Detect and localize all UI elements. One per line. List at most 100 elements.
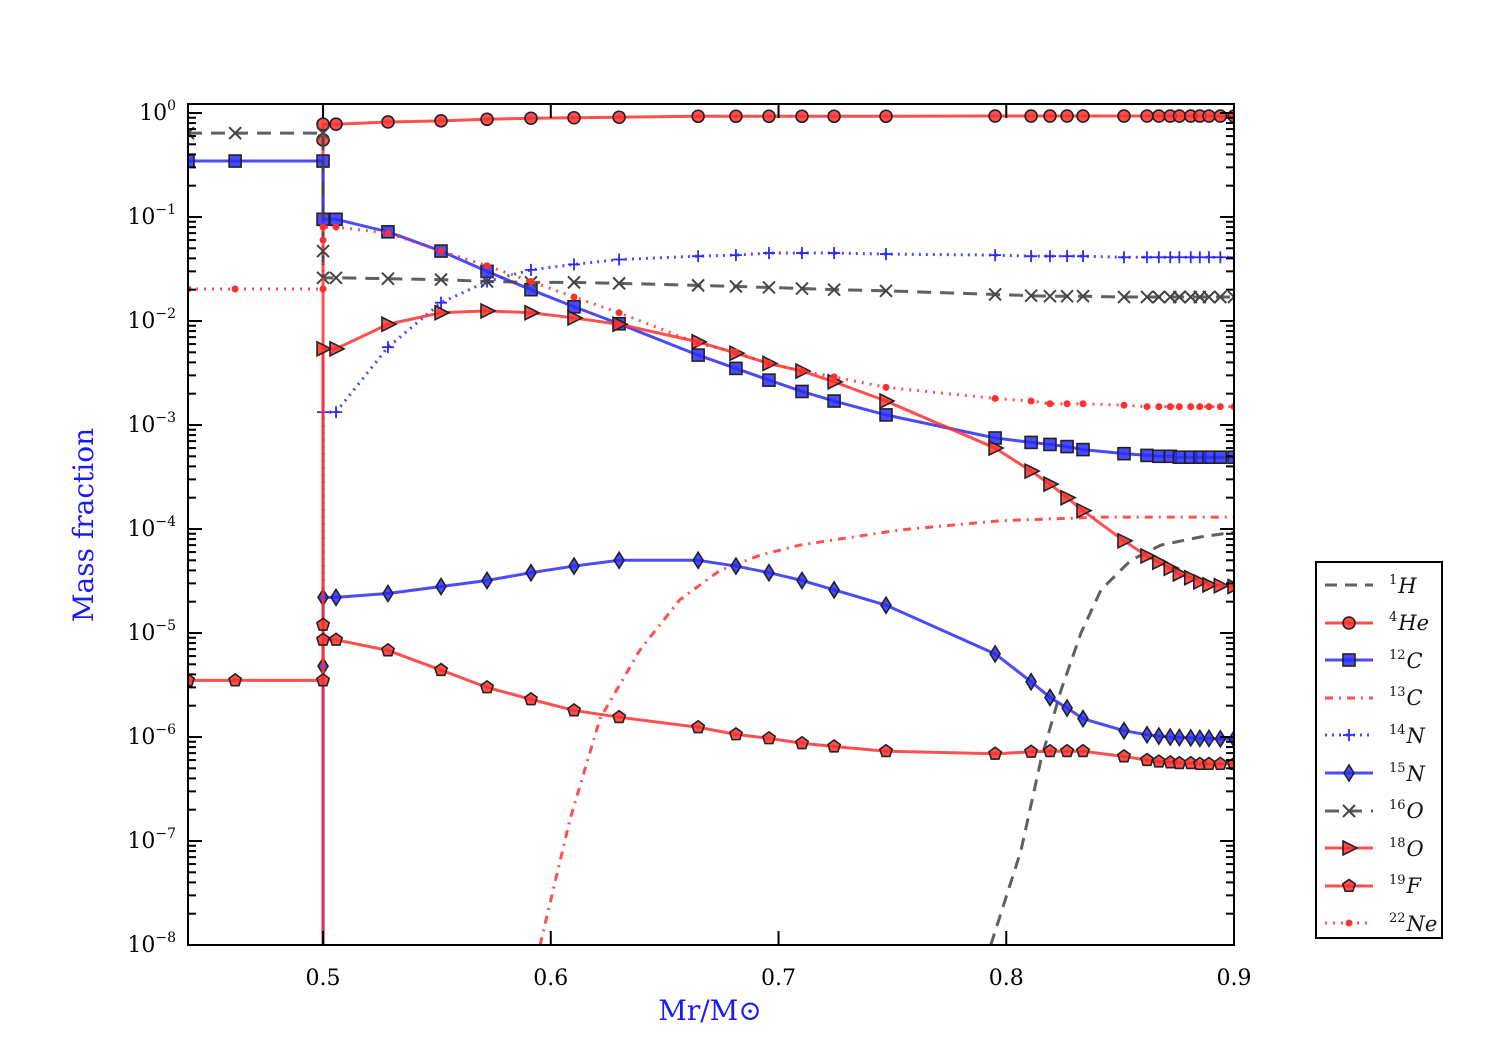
- series-22ne-point: [615, 309, 623, 317]
- y-tick-label: 10−1: [127, 202, 176, 230]
- series-4he-point: [316, 117, 330, 132]
- series-19f-point: [1151, 754, 1166, 768]
- y-tick-exponent: −3: [155, 410, 176, 426]
- legend-label: 15N: [1389, 761, 1425, 786]
- legend-symbol: O: [1406, 836, 1424, 861]
- legend-entry-4he: 4He: [1323, 605, 1429, 641]
- y-tick-exponent: −1: [155, 202, 176, 218]
- series-22ne-point: [1027, 397, 1035, 405]
- series-22ne-point: [1143, 403, 1151, 411]
- series-22ne-point: [765, 360, 773, 368]
- legend-swatch: [1325, 878, 1373, 892]
- series-16o-point: [1152, 290, 1166, 304]
- series-19f-point: [315, 632, 331, 646]
- series-14n-point: [1141, 251, 1153, 264]
- series-19f-point: [315, 672, 331, 687]
- series-14n-point: [989, 249, 1002, 262]
- y-tick-label: 10−7: [127, 826, 176, 854]
- series-19f-point: [315, 617, 331, 631]
- series-16o-point: [691, 278, 705, 293]
- series-14n-point: [381, 341, 394, 354]
- legend-swatch: [1325, 839, 1373, 857]
- series-15n-point: [1061, 698, 1074, 718]
- legend-mass-number: 12: [1389, 647, 1406, 663]
- legend-entry-16o: 16O: [1323, 793, 1424, 829]
- series-16o-point: [762, 280, 776, 295]
- series-16o-point: [827, 282, 841, 297]
- series-15n-point: [1214, 729, 1227, 749]
- y-tick-exponent: −8: [155, 930, 176, 946]
- series-4he-point: [795, 109, 809, 124]
- legend-swatch: [1325, 763, 1373, 783]
- legend-swatch-marker: [1343, 763, 1355, 783]
- y-tick-base: 10: [127, 725, 155, 750]
- series-22ne-point: [991, 394, 999, 402]
- series-12c: [188, 154, 1234, 465]
- series-15n-point: [729, 556, 742, 576]
- series-4he-point: [1172, 109, 1187, 123]
- y-tick-exponent: 0: [167, 98, 176, 114]
- series-15n-point: [1118, 721, 1130, 741]
- series-16o-point: [1140, 290, 1154, 304]
- series-12c-point: [188, 154, 195, 168]
- legend-swatch-marker: [1342, 615, 1356, 630]
- series-22ne: [188, 223, 1234, 411]
- series-4he-point: [480, 112, 494, 127]
- series-16o-point: [1076, 289, 1090, 303]
- series-22ne-point: [1205, 403, 1213, 411]
- series-19f-point: [611, 709, 627, 724]
- series-14n-point: [762, 247, 775, 260]
- series-4he-point: [434, 114, 448, 128]
- series-16o-point: [316, 244, 330, 258]
- series-14n-point: [1025, 250, 1038, 263]
- series-19f-point: [523, 691, 539, 706]
- series-4he-point: [729, 109, 743, 124]
- series-12c-point: [1024, 435, 1038, 450]
- series-22ne-point: [437, 247, 445, 255]
- legend-mass-number: 22: [1389, 910, 1406, 926]
- series-4he-point: [1024, 109, 1038, 123]
- series-4he-point: [1043, 109, 1057, 123]
- series-15n-point: [435, 576, 447, 596]
- legend-swatch: [1325, 653, 1373, 667]
- series-15n: [317, 550, 1234, 945]
- legend-swatch-marker: [1341, 878, 1357, 892]
- series-16o-point: [1202, 290, 1216, 304]
- series-19f-point: [188, 672, 196, 687]
- legend-mass-number: 1: [1389, 572, 1398, 588]
- series-18o-point: [1043, 475, 1060, 493]
- series-18o-point: [612, 315, 629, 333]
- legend-mass-number: 4: [1389, 610, 1398, 626]
- series-12c-point: [1076, 442, 1090, 457]
- series-15n-point: [828, 580, 841, 600]
- legend-label: 19F: [1389, 873, 1421, 898]
- legend-swatch-marker: [1342, 803, 1356, 818]
- series-19f-point: [878, 743, 894, 758]
- series-18o-line: [321, 309, 1234, 945]
- series-18o-point: [524, 304, 541, 322]
- y-tick-label: 10−5: [127, 618, 176, 646]
- series-18o-point: [434, 304, 451, 322]
- series-4he-point: [1117, 109, 1131, 123]
- series-15n-point: [1025, 672, 1038, 692]
- y-tick-base: 10: [127, 413, 155, 438]
- y-tick-exponent: −4: [155, 514, 176, 530]
- series-12c-point: [795, 384, 809, 399]
- series-16o-point: [316, 126, 330, 140]
- series-22ne-point: [1046, 400, 1054, 408]
- legend-entry-22ne: 22Ne: [1323, 905, 1437, 941]
- y-tick-base: 10: [127, 933, 155, 958]
- legend-swatch: [1325, 615, 1373, 630]
- series-22ne-point: [830, 373, 838, 381]
- series-4he-point: [879, 109, 893, 124]
- legend-entry-14n: 14N: [1323, 717, 1425, 753]
- series-13c: [538, 515, 1234, 945]
- legend-swatch: [1325, 919, 1373, 927]
- series-4he-point: [381, 115, 395, 129]
- series-16o-point: [434, 272, 448, 287]
- series-22ne-point: [231, 285, 239, 293]
- legend-symbol: N: [1406, 723, 1425, 748]
- series-19f-point: [1075, 743, 1091, 758]
- series-16o-point: [612, 276, 626, 291]
- series-15n-point: [382, 583, 394, 603]
